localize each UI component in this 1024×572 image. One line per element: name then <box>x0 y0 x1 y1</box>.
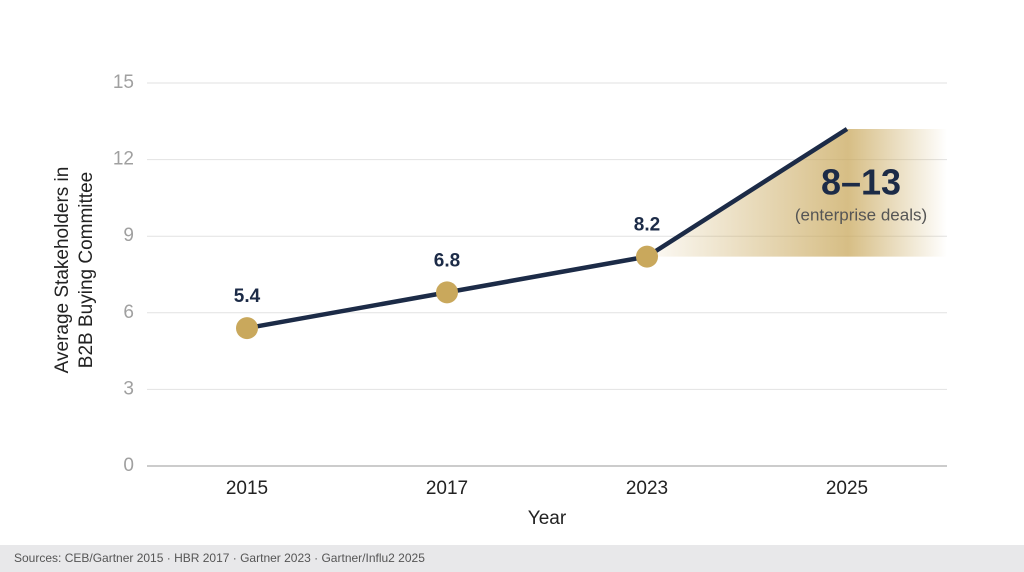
data-point <box>636 245 658 268</box>
y-tick-label: 0 <box>123 455 134 476</box>
range-label: 8–13 <box>821 161 901 202</box>
x-axis-title: Year <box>528 508 567 529</box>
x-tick-label: 2023 <box>626 478 668 499</box>
footer-band <box>0 545 1024 572</box>
source-note: Sources: CEB/Gartner 2015 · HBR 2017 · G… <box>14 551 425 565</box>
y-axis-title: Average Stakeholders in B2B Buying Commi… <box>52 167 97 374</box>
y-tick-label: 12 <box>113 149 134 170</box>
y-tick-label: 15 <box>113 72 134 93</box>
data-point <box>236 317 258 340</box>
y-tick-label: 9 <box>123 225 134 246</box>
y-axis-title-line: B2B Buying Committee <box>76 172 97 368</box>
range-band <box>647 128 947 257</box>
y-axis-title-line: Average Stakeholders in <box>52 167 73 374</box>
data-label: 8.2 <box>634 215 660 236</box>
data-label: 5.4 <box>234 286 261 307</box>
data-line <box>246 127 849 331</box>
x-tick-label: 2017 <box>426 478 468 499</box>
y-tick-label: 3 <box>123 378 134 399</box>
data-point <box>436 281 458 304</box>
range-sublabel: (enterprise deals) <box>795 205 927 224</box>
x-tick-label: 2025 <box>826 478 868 499</box>
y-tick-label: 6 <box>123 302 134 323</box>
x-tick-label: 2015 <box>226 478 268 499</box>
data-label: 6.8 <box>434 250 460 271</box>
